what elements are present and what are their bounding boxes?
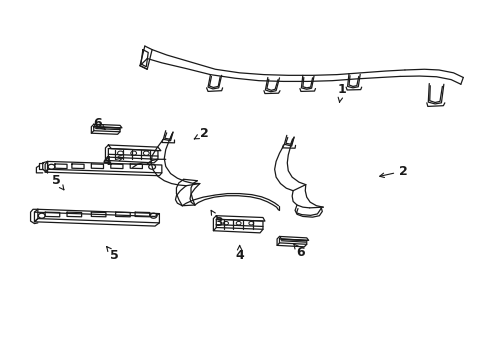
Text: 5: 5 [106, 247, 118, 262]
Text: 4: 4 [102, 155, 122, 168]
Text: 3: 3 [211, 210, 223, 229]
Text: 2: 2 [194, 127, 208, 140]
Text: 1: 1 [337, 84, 346, 102]
Text: 4: 4 [235, 246, 244, 262]
Text: 5: 5 [52, 174, 64, 190]
Text: 6: 6 [293, 243, 304, 258]
Text: 6: 6 [93, 117, 105, 130]
Text: 2: 2 [379, 165, 407, 177]
